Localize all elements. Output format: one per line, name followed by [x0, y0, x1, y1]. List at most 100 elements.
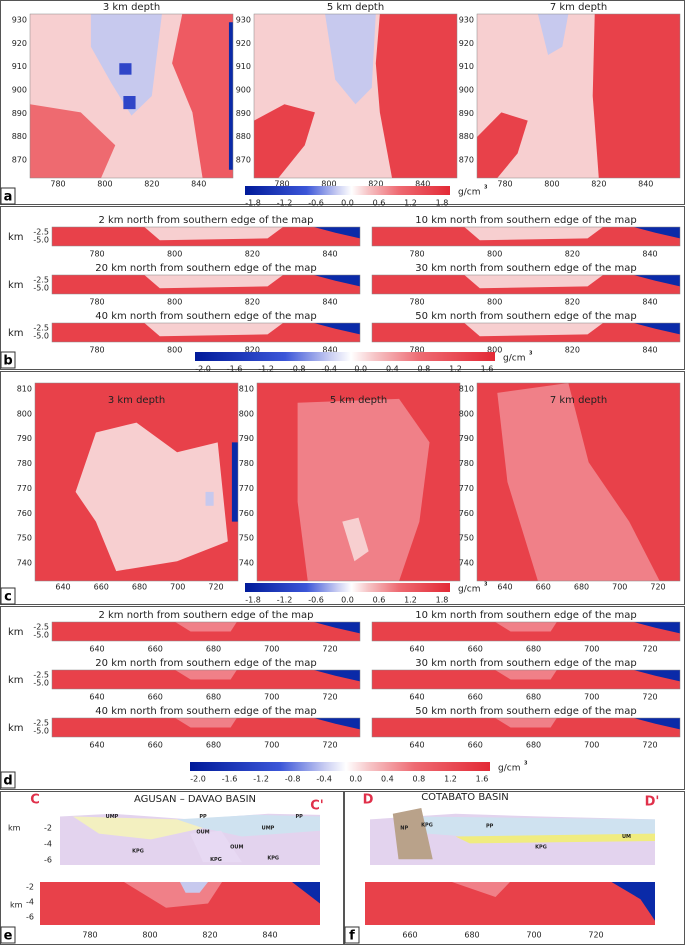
x-tick-label: 800: [321, 180, 336, 189]
x-tick-label: 700: [264, 693, 279, 702]
y-tick-label: 920: [12, 39, 27, 48]
depth-tick-label: -5.0: [33, 332, 49, 341]
panel-label: c: [4, 590, 12, 605]
y-tick-label: 930: [236, 16, 251, 25]
density-zone: [180, 882, 208, 893]
map-frame: [34, 382, 239, 582]
y-tick-label: 910: [12, 62, 27, 71]
colorbar-tick-label: 0.0: [341, 596, 354, 605]
unit-label: OUM: [196, 829, 209, 835]
y-tick-label: 790: [17, 434, 32, 443]
profile-frame: [371, 322, 681, 343]
y-tick-label: 800: [17, 409, 32, 418]
panel-label: e: [4, 929, 13, 944]
colorbar: [245, 583, 450, 592]
y-tick-label: 810: [239, 385, 254, 394]
profile-frame: [51, 621, 361, 642]
unit-label: PP: [199, 814, 207, 820]
density-zone: [123, 96, 136, 110]
x-tick-label: 680: [526, 645, 541, 654]
unit-label: UMP: [262, 825, 275, 831]
y-tick-label: 780: [459, 459, 474, 468]
profile-frame: [371, 621, 681, 642]
panel-label-box: [0, 187, 16, 205]
density-zone: [375, 14, 457, 178]
x-tick-label: 720: [322, 693, 337, 702]
density-zone: [313, 323, 360, 335]
x-tick-label: 840: [322, 346, 337, 355]
unit-label: KPG: [210, 857, 222, 863]
density-zone: [325, 14, 376, 105]
colorbar-tick-label: 1.6: [481, 365, 494, 374]
x-tick-label: 820: [245, 250, 260, 259]
colorbar-tick-label: 0.6: [373, 199, 386, 208]
x-tick-label: 640: [409, 645, 424, 654]
density-zone: [633, 718, 680, 730]
density-zone: [297, 398, 430, 581]
density-zone: [313, 275, 360, 287]
unit-label: PP: [486, 824, 494, 830]
colorbar-tick-label: 0.4: [386, 365, 399, 374]
section-start: D: [363, 793, 374, 808]
map-frame: [256, 382, 461, 582]
axis-label: km: [8, 824, 21, 833]
density-zone: [175, 670, 237, 680]
y-tick-label: 870: [459, 156, 474, 165]
density-zone: [205, 491, 214, 506]
density-zone: [30, 104, 116, 178]
x-tick-label: 700: [612, 583, 627, 592]
colorbar-tick-label: -0.6: [308, 199, 324, 208]
x-tick-label: 720: [322, 645, 337, 654]
density-zone: [144, 227, 283, 241]
y-tick-label: 790: [459, 434, 474, 443]
x-tick-label: 680: [526, 693, 541, 702]
colorbar-tick-label: -1.2: [258, 365, 274, 374]
x-tick-label: 640: [497, 583, 512, 592]
x-tick-label: 840: [638, 180, 653, 189]
panel-label: a: [4, 190, 13, 205]
colorbar-tick-label: 0.8: [418, 365, 431, 374]
colorbar-tick-label: 0.0: [349, 775, 362, 784]
profile-frame: [51, 322, 361, 343]
density-zone: [228, 22, 233, 170]
y-tick-label: 770: [239, 484, 254, 493]
y-tick-label: 880: [12, 132, 27, 141]
unit-label: NP: [400, 825, 408, 831]
x-tick-label: 720: [322, 741, 337, 750]
x-tick-label: 720: [642, 741, 657, 750]
density-zone: [144, 323, 283, 337]
colorbar-unit: g/cm: [458, 585, 480, 595]
x-tick-label: 800: [544, 180, 559, 189]
y-tick-label: 750: [239, 534, 254, 543]
x-tick-label: 780: [89, 346, 104, 355]
density-zone: [455, 833, 655, 844]
colorbar-unit: g/cm: [498, 764, 520, 774]
depth-tick-label: -4: [26, 898, 34, 907]
density-zone: [177, 814, 320, 837]
x-tick-label: 700: [264, 645, 279, 654]
colorbar-unit-sup: 3: [529, 351, 533, 357]
unit-label: PP: [296, 814, 304, 820]
colorbar-tick-label: -1.2: [277, 596, 293, 605]
y-tick-label: 780: [17, 459, 32, 468]
colorbar-tick-label: 0.6: [373, 596, 386, 605]
x-tick-label: 840: [322, 298, 337, 307]
colorbar-tick-label: -1.6: [222, 775, 238, 784]
panel-label-box: [0, 771, 16, 789]
x-tick-label: 780: [409, 346, 424, 355]
x-tick-label: 840: [642, 346, 657, 355]
density-zone: [254, 104, 315, 178]
section-title: COTABATO BASIN: [421, 792, 509, 803]
x-tick-label: 780: [50, 180, 65, 189]
colorbar-tick-label: -1.8: [245, 199, 261, 208]
profile-title: 40 km north from southern edge of the ma…: [95, 311, 316, 322]
x-tick-label: 780: [497, 180, 512, 189]
depth-tick-label: -2: [26, 883, 34, 892]
colorbar-tick-label: 0.4: [381, 775, 394, 784]
y-tick-label: 760: [17, 509, 32, 518]
density-zone: [497, 383, 660, 581]
x-tick-label: 700: [584, 645, 599, 654]
profile-frame: [371, 226, 681, 247]
density-zone: [495, 718, 557, 728]
colorbar-tick-label: -2.0: [190, 775, 206, 784]
